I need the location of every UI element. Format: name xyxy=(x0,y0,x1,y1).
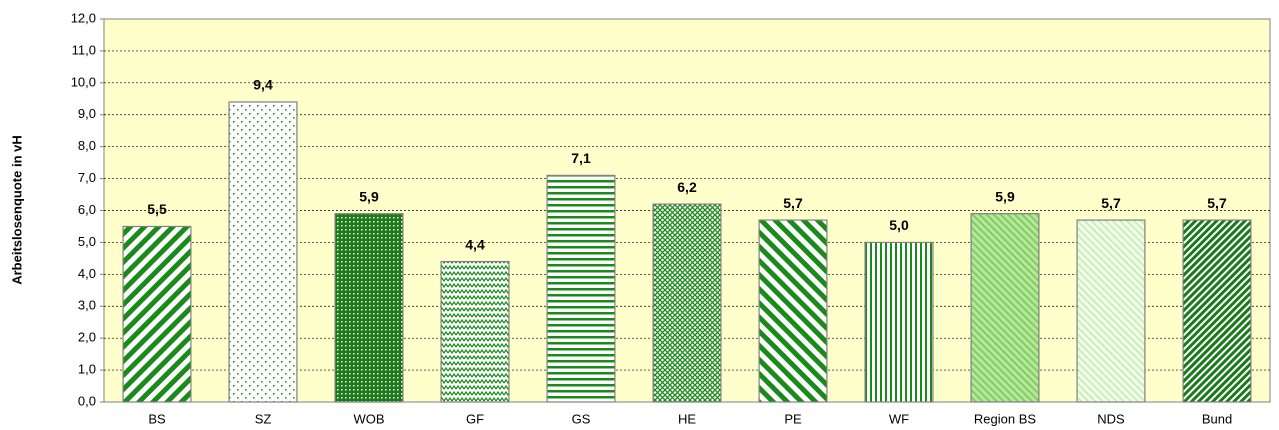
bar xyxy=(334,213,404,403)
bar xyxy=(652,203,722,403)
data-label: 7,1 xyxy=(571,150,591,166)
bar xyxy=(122,225,192,403)
bar xyxy=(1182,219,1252,403)
data-label: 6,2 xyxy=(677,179,697,195)
x-tick-label: HE xyxy=(678,411,696,426)
x-tick-label: PE xyxy=(784,411,802,426)
y-tick-label: 1,0 xyxy=(78,362,96,377)
data-label: 5,9 xyxy=(359,188,379,204)
data-label: 4,4 xyxy=(465,236,485,252)
bar xyxy=(440,260,510,403)
y-tick-label: 5,0 xyxy=(78,234,96,249)
data-label: 5,0 xyxy=(889,217,909,233)
y-tick-label: 9,0 xyxy=(78,106,96,121)
y-tick-label: 0,0 xyxy=(78,393,96,408)
y-tick-label: 3,0 xyxy=(78,298,96,313)
x-tick-label: Region BS xyxy=(974,411,1036,426)
y-tick-label: 11,0 xyxy=(72,42,96,57)
data-label: 5,7 xyxy=(1207,195,1227,211)
x-tick-label: WF xyxy=(889,411,909,426)
data-label: 5,5 xyxy=(147,201,167,217)
y-tick-label: 8,0 xyxy=(78,138,96,153)
y-tick-label: 2,0 xyxy=(78,330,96,345)
data-label: 9,4 xyxy=(253,77,273,93)
y-tick-label: 12,0 xyxy=(71,10,96,25)
bar xyxy=(970,213,1040,403)
x-tick-label: NDS xyxy=(1097,411,1125,426)
x-tick-label: Bund xyxy=(1202,411,1232,426)
x-tick-label: GF xyxy=(466,411,484,426)
data-label: 5,9 xyxy=(995,188,1015,204)
data-label: 5,7 xyxy=(1101,195,1121,211)
bar xyxy=(758,219,828,403)
y-tick-label: 4,0 xyxy=(78,266,96,281)
bar xyxy=(864,241,934,403)
bar xyxy=(546,174,616,403)
bar xyxy=(1076,219,1146,403)
y-axis-label: Arbeitslosenquote in vH xyxy=(9,135,24,285)
y-tick-label: 10,0 xyxy=(71,74,96,89)
bar xyxy=(228,101,298,403)
data-label: 5,7 xyxy=(783,195,803,211)
x-tick-label: WOB xyxy=(353,411,384,426)
x-tick-label: GS xyxy=(572,411,591,426)
x-tick-label: BS xyxy=(148,411,166,426)
y-tick-label: 7,0 xyxy=(78,170,96,185)
y-tick-label: 6,0 xyxy=(78,202,96,217)
x-tick-label: SZ xyxy=(255,411,272,426)
